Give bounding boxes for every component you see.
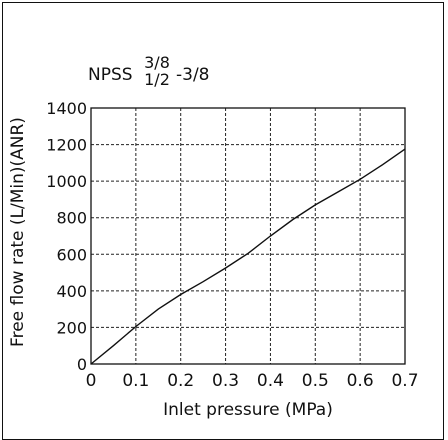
y-tick-label: 0	[77, 355, 87, 374]
y-tick-label: 600	[56, 245, 87, 264]
y-tick-label: 1200	[46, 136, 87, 155]
flow-chart: 0 0.1 0.2 0.3 0.4 0.5 0.6 0.7 0 200 400 600 800 1000 1…	[8, 99, 419, 419]
title-prefix: NPSS	[88, 65, 133, 85]
title-fraction-top: 3/8	[144, 53, 170, 72]
x-tick-label: 0.2	[167, 371, 194, 391]
x-axis-label: Inlet pressure (MPa)	[163, 400, 333, 419]
plot-border	[90, 107, 406, 365]
title-fraction: 3/8 1/2	[142, 54, 172, 88]
x-tick-label: 0.5	[302, 371, 329, 391]
y-tick-label: 800	[56, 209, 87, 228]
tick-labels: 0 0.1 0.2 0.3 0.4 0.5 0.6 0.7 0 200 400 600 800 1000 1…	[46, 99, 418, 391]
y-tick-label: 1400	[46, 99, 87, 118]
plot-area	[90, 148, 406, 365]
x-tick-label: 0	[86, 371, 97, 391]
y-tick-label: 200	[56, 318, 87, 337]
title-suffix: -3/8	[176, 65, 210, 85]
y-tick-label: 1000	[46, 172, 87, 191]
x-tick-label: 0.1	[122, 371, 149, 391]
grid-lines	[90, 107, 406, 365]
x-tick-label: 0.6	[347, 371, 374, 391]
y-tick-label: 400	[56, 282, 87, 301]
y-axis-label: Free flow rate (L/Min)(ANR)	[8, 117, 28, 347]
x-tick-label: 0.4	[257, 371, 284, 391]
x-tick-label: 0.3	[212, 371, 239, 391]
title-fraction-bottom: 1/2	[144, 70, 170, 89]
x-tick-label: 0.7	[391, 371, 418, 391]
series-line	[90, 148, 406, 365]
